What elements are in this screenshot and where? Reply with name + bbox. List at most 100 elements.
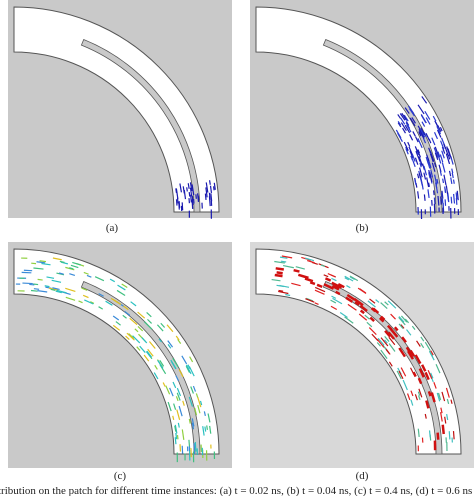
current-vector (94, 276, 105, 282)
current-vector (430, 372, 434, 379)
current-vector (358, 313, 368, 321)
current-vector (450, 196, 453, 204)
current-vector (417, 104, 425, 115)
current-vector (33, 283, 39, 286)
current-vector (156, 324, 164, 332)
current-vector (172, 381, 177, 389)
current-vector (416, 149, 422, 158)
current-vector (157, 360, 164, 369)
current-vector (22, 282, 33, 285)
current-vector (367, 300, 376, 308)
current-vector (36, 261, 46, 264)
current-vector (33, 288, 40, 290)
current-vector (406, 329, 412, 336)
current-vector (395, 129, 402, 139)
current-vector (174, 425, 177, 432)
current-vector (324, 277, 332, 282)
panel-label: (d) (356, 470, 369, 482)
current-vector (179, 183, 183, 193)
current-vector (416, 340, 421, 347)
current-vector (442, 178, 445, 184)
current-vector (426, 177, 430, 188)
current-vector (421, 163, 425, 170)
current-vector (440, 412, 443, 422)
current-vector (305, 298, 315, 303)
current-vector (380, 349, 388, 359)
current-vector (276, 271, 283, 275)
current-vector (148, 341, 156, 349)
current-vector (409, 349, 416, 357)
current-vector (446, 413, 449, 421)
current-vector (169, 387, 174, 397)
current-vector (428, 172, 431, 179)
current-vector (430, 392, 436, 403)
current-vector (384, 339, 388, 344)
current-vector (423, 172, 427, 180)
current-vector (159, 359, 165, 367)
current-vector (197, 404, 201, 414)
current-vector (129, 317, 138, 326)
current-vector (195, 393, 199, 398)
current-vector (441, 424, 445, 435)
current-vector (385, 349, 390, 354)
current-vector (411, 117, 417, 124)
current-vector (354, 301, 360, 306)
current-vector (121, 283, 128, 289)
current-vector (426, 154, 430, 162)
current-vector (331, 284, 340, 291)
current-vector (434, 152, 439, 161)
current-vector (399, 113, 406, 121)
current-vector (132, 335, 141, 344)
current-vector (172, 415, 175, 421)
current-vector (447, 154, 451, 160)
current-vector (410, 155, 414, 161)
current-vector (403, 141, 409, 151)
current-vector (187, 183, 190, 189)
current-vector (51, 279, 62, 283)
current-vector (280, 260, 287, 263)
current-vector (191, 418, 195, 427)
panel-label: (a) (106, 222, 119, 234)
current-vector (409, 134, 414, 141)
current-vector (337, 282, 345, 289)
current-vector (415, 150, 419, 158)
current-vector (376, 342, 381, 347)
current-vector (441, 150, 445, 159)
current-vector (207, 413, 211, 423)
current-vector (396, 370, 402, 380)
current-vector (314, 286, 326, 293)
current-vector (433, 382, 437, 389)
current-vector (380, 315, 386, 321)
current-vector (78, 300, 83, 304)
current-vector (174, 424, 178, 434)
current-vector (412, 131, 416, 137)
current-vector (331, 277, 337, 282)
current-vector (404, 124, 411, 134)
current-vector (417, 377, 423, 385)
current-vector (446, 398, 450, 405)
current-vector (357, 287, 367, 295)
current-vector (417, 391, 421, 396)
current-vector (368, 327, 377, 336)
current-vector (206, 425, 208, 430)
current-vector (414, 354, 422, 365)
panel-label: (c) (114, 470, 127, 482)
current-vector (46, 276, 55, 279)
current-vector (187, 364, 191, 370)
current-vector (423, 194, 426, 201)
current-vector (116, 289, 126, 297)
current-vector (445, 387, 450, 398)
current-vector (346, 285, 351, 289)
current-vector (409, 117, 416, 127)
current-vector (443, 174, 447, 186)
current-vector (398, 347, 406, 358)
current-vector (440, 140, 445, 150)
current-vector (188, 192, 191, 197)
current-vector (174, 437, 177, 445)
current-vector (445, 153, 451, 165)
current-vector (202, 426, 205, 436)
current-vector (344, 277, 350, 281)
current-vector (58, 272, 64, 275)
current-vector (433, 162, 437, 168)
